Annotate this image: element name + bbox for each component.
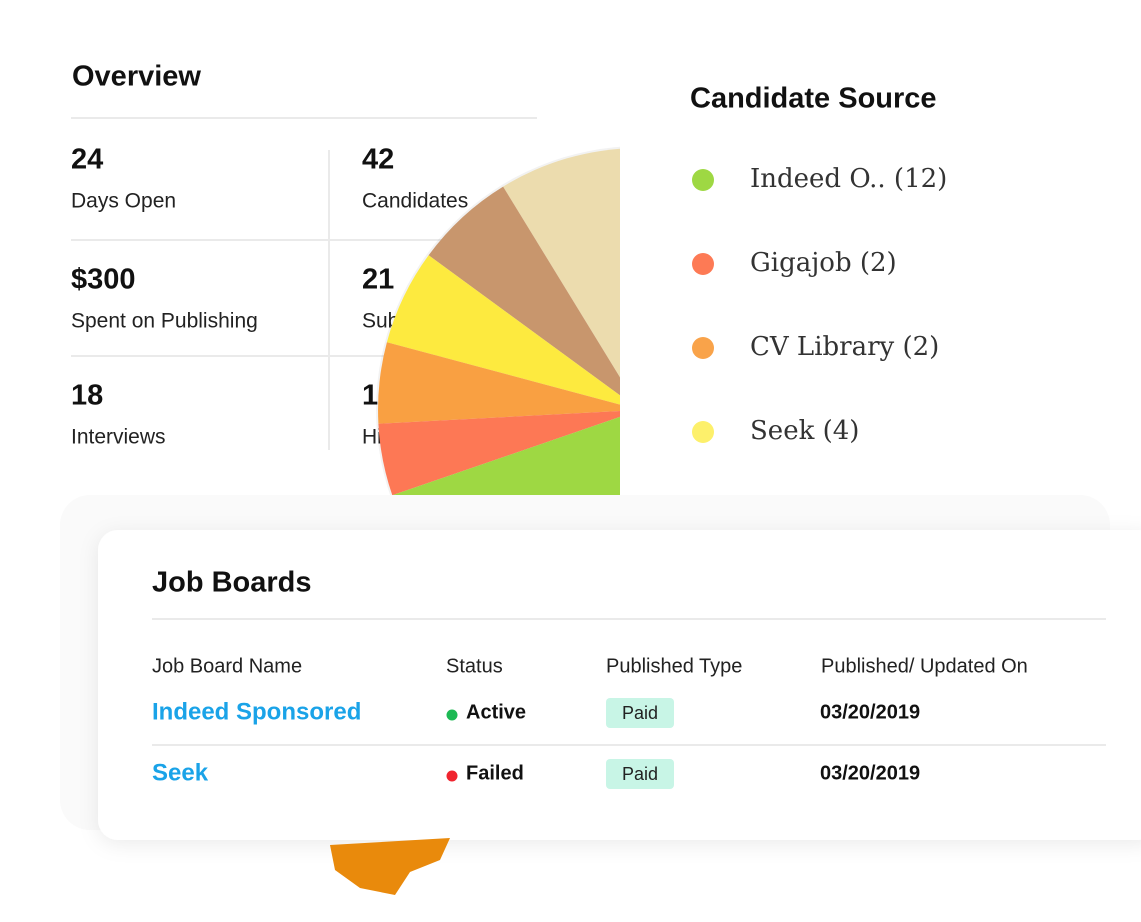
overview-card: Overview 24 Days Open 42 Candidates $300… bbox=[71, 61, 537, 450]
published-type: Paid bbox=[622, 703, 658, 723]
decoration bbox=[330, 838, 450, 895]
stat-label: Sub bbox=[362, 310, 399, 333]
legend: Indeed O.. (12) Gigajob (2) CV Library (2)… bbox=[692, 164, 947, 530]
stat-label: Days Open bbox=[71, 190, 176, 213]
column-header: Published Type bbox=[606, 655, 742, 677]
pie-slice bbox=[386, 255, 620, 405]
published-date: 03/20/2019 bbox=[820, 762, 920, 784]
published-type: Paid bbox=[622, 764, 658, 784]
stat-value: 42 bbox=[362, 144, 394, 176]
legend-item: Gigajob (2) bbox=[692, 248, 897, 278]
stat-value: 21 bbox=[362, 264, 394, 296]
job-board-rows: Indeed Sponsored Active Paid 03/20/2019 Seek… bbox=[152, 698, 920, 789]
stat-label: Spent on Publishing bbox=[71, 310, 258, 333]
legend-item: Seek (4) bbox=[692, 416, 859, 446]
column-header: Job Board Name bbox=[152, 655, 302, 677]
status: Failed bbox=[466, 762, 524, 784]
candidate-source-card: Candidate Source Indeed O.. (12) Gigajob … bbox=[690, 83, 947, 530]
legend-label: Gigajob (2) bbox=[750, 248, 897, 278]
status-dot bbox=[446, 709, 458, 721]
legend-swatch bbox=[692, 337, 714, 359]
candidate-source-title: Candidate Source bbox=[690, 83, 937, 115]
legend-swatch bbox=[692, 421, 714, 443]
overview-title: Overview bbox=[72, 61, 201, 93]
type-badge bbox=[606, 698, 674, 728]
stat-value: 24 bbox=[71, 144, 103, 176]
legend-item: Indeed O.. (12) bbox=[692, 164, 947, 194]
job-boards: Job Boards Job Board Name Status Publish… bbox=[152, 567, 1106, 789]
stat-value: 18 bbox=[71, 380, 103, 412]
pie-slice bbox=[378, 342, 620, 424]
legend-label: CV Library (2) bbox=[750, 332, 939, 362]
pie-slice bbox=[428, 186, 620, 396]
stat-label: Hi bbox=[362, 426, 382, 449]
status-dot bbox=[446, 770, 458, 782]
pie-slice bbox=[503, 148, 620, 378]
published-date: 03/20/2019 bbox=[820, 701, 920, 723]
legend-swatch bbox=[692, 253, 714, 275]
legend-item: CV Library (2) bbox=[692, 332, 939, 362]
job-boards-card bbox=[98, 530, 1141, 840]
stat-value: $300 bbox=[71, 264, 136, 296]
legend-swatch bbox=[692, 169, 714, 191]
job-boards-title: Job Boards bbox=[152, 567, 312, 599]
pie-illustration bbox=[376, 146, 620, 530]
legend-label: Seek (4) bbox=[750, 416, 859, 446]
job-board-link[interactable]: Seek bbox=[152, 759, 209, 786]
stat-label: Interviews bbox=[71, 426, 166, 449]
column-header: Status bbox=[446, 655, 503, 677]
stat-label: Candidates bbox=[362, 190, 468, 213]
status: Active bbox=[466, 701, 526, 723]
pie-slice bbox=[378, 411, 620, 496]
type-badge bbox=[606, 759, 674, 789]
job-board-link[interactable]: Indeed Sponsored bbox=[152, 698, 361, 725]
column-header: Published/ Updated On bbox=[821, 655, 1028, 677]
legend-label: Indeed O.. (12) bbox=[750, 164, 947, 194]
